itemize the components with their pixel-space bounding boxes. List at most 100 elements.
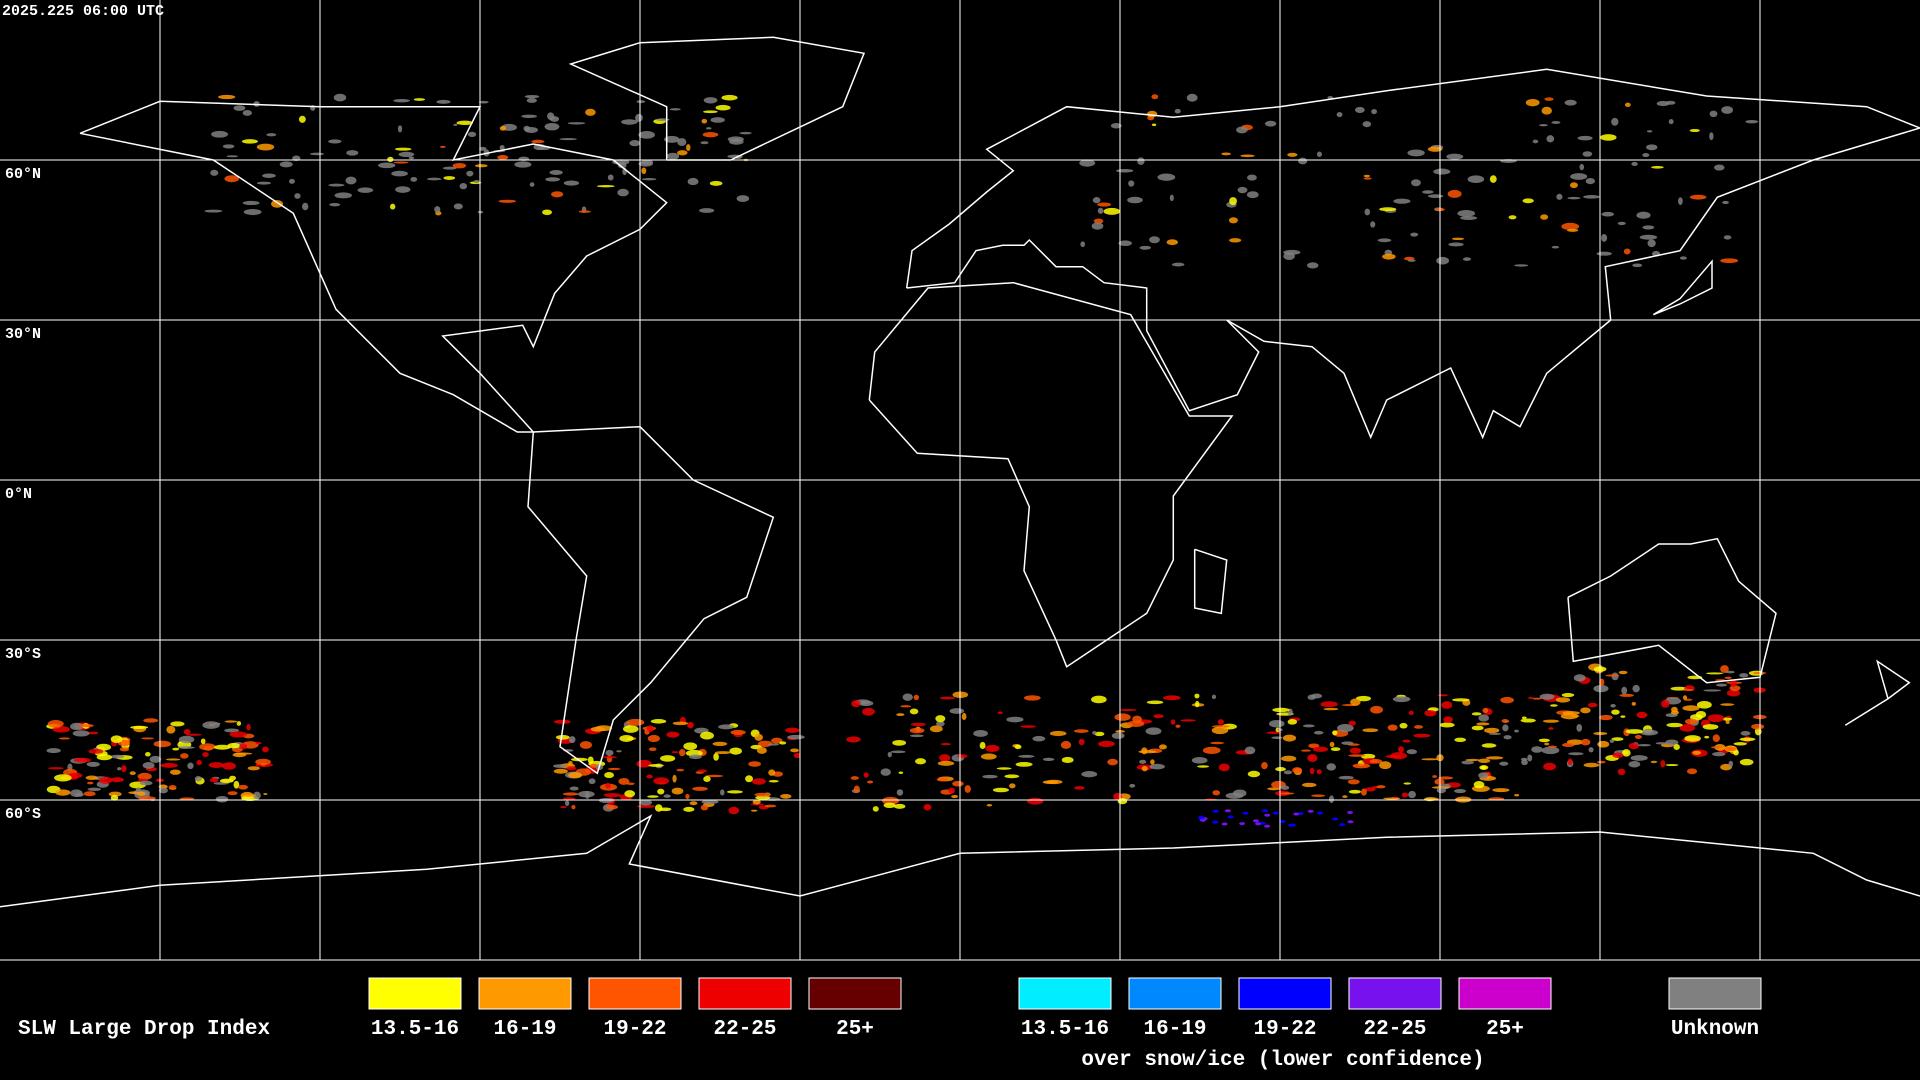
- cloud-speck: [553, 719, 571, 724]
- cloud-speck: [1427, 194, 1444, 198]
- cloud-speck: [1722, 200, 1729, 205]
- cloud-speck: [1684, 735, 1701, 742]
- cloud-speck: [1092, 197, 1101, 204]
- cloud-speck: [1465, 758, 1480, 762]
- cloud-speck: [266, 133, 277, 137]
- cloud-speck: [128, 791, 139, 794]
- ice-speck: [1212, 820, 1219, 824]
- cloud-speck: [1601, 211, 1614, 217]
- cloud-speck: [1541, 746, 1560, 755]
- cloud-speck: [294, 193, 301, 199]
- cloud-speck: [54, 774, 72, 782]
- cloud-speck: [1300, 749, 1312, 752]
- cloud-speck: [222, 144, 235, 149]
- cloud-speck: [1682, 705, 1700, 712]
- ice-speck: [1224, 809, 1231, 813]
- cloud-speck: [1622, 749, 1631, 757]
- cloud-speck: [1485, 756, 1504, 760]
- cloud-speck: [555, 734, 570, 740]
- cloud-speck: [1197, 765, 1210, 768]
- cloud-speck: [658, 807, 672, 812]
- cloud-speck: [768, 779, 779, 783]
- coastline: [868, 281, 1234, 668]
- cloud-speck: [636, 759, 652, 768]
- cloud-speck: [1271, 736, 1283, 740]
- cloud-speck: [617, 161, 627, 169]
- cloud-speck: [705, 774, 724, 778]
- cloud-speck: [1009, 783, 1016, 789]
- cloud-speck: [229, 731, 248, 738]
- cloud-speck: [1725, 670, 1735, 674]
- cloud-speck: [748, 761, 761, 767]
- cloud-speck: [398, 151, 415, 157]
- lat-label: 60°S: [5, 806, 41, 823]
- coastline: [79, 100, 668, 433]
- cloud-speck: [1127, 720, 1145, 727]
- cloud-speck: [1169, 194, 1174, 202]
- cloud-speck: [242, 200, 260, 206]
- cloud-speck: [328, 139, 342, 144]
- cloud-speck: [1098, 740, 1115, 747]
- cloud-speck: [179, 797, 195, 801]
- cloud-speck: [227, 791, 238, 796]
- cloud-speck: [1281, 755, 1297, 762]
- cloud-speck: [1091, 222, 1104, 230]
- cloud-speck: [647, 734, 660, 743]
- cloud-speck: [498, 199, 517, 203]
- cloud-speck: [387, 156, 394, 162]
- cloud-speck: [224, 728, 240, 733]
- cloud-speck: [426, 177, 442, 181]
- cloud-speck: [1666, 722, 1683, 728]
- cloud-speck: [474, 164, 488, 168]
- cloud-speck: [1452, 698, 1470, 702]
- cloud-speck: [393, 98, 411, 103]
- cloud-speck: [1723, 235, 1732, 240]
- cloud-speck: [549, 116, 560, 122]
- cloud-speck: [980, 753, 997, 760]
- cloud-speck: [1360, 788, 1367, 796]
- cloud-speck: [929, 725, 943, 733]
- cloud-speck: [1433, 168, 1451, 175]
- cloud-speck: [187, 762, 194, 770]
- cloud-speck: [236, 721, 242, 726]
- cloud-speck: [768, 769, 776, 776]
- cloud-speck: [1679, 256, 1687, 260]
- cloud-speck: [638, 161, 653, 167]
- cloud-speck: [1642, 153, 1650, 158]
- cloud-speck: [549, 169, 563, 176]
- cloud-speck: [298, 115, 306, 123]
- cloud-speck: [1401, 792, 1409, 798]
- cloud-speck: [130, 725, 149, 729]
- cloud-speck: [653, 777, 670, 785]
- cloud-speck: [1702, 724, 1719, 730]
- cloud-speck: [1544, 97, 1554, 101]
- cloud-speck: [1539, 124, 1548, 127]
- cloud-speck: [391, 170, 408, 177]
- cloud-speck: [87, 781, 94, 785]
- cloud-speck: [1634, 734, 1642, 739]
- legend-swatch: [698, 977, 792, 1010]
- cloud-speck: [121, 765, 127, 773]
- cloud-speck: [1175, 724, 1181, 728]
- cloud-speck: [529, 182, 535, 187]
- cloud-speck: [1432, 775, 1438, 778]
- cloud-speck: [578, 210, 591, 213]
- cloud-speck: [1706, 672, 1724, 675]
- cloud-speck: [1320, 701, 1338, 708]
- cloud-speck: [1451, 237, 1465, 241]
- cloud-speck: [1538, 738, 1550, 743]
- legend-label: 19-22: [603, 1018, 666, 1041]
- ice-speck: [1239, 822, 1246, 826]
- cloud-speck: [1128, 180, 1135, 187]
- cloud-speck: [1119, 708, 1137, 712]
- cloud-speck: [1646, 130, 1653, 133]
- cloud-speck: [390, 203, 396, 210]
- cloud-speck: [1195, 700, 1200, 708]
- cloud-speck: [1228, 217, 1238, 224]
- coastline: [905, 68, 1920, 440]
- cloud-speck: [764, 804, 777, 808]
- cloud-speck: [853, 785, 860, 793]
- cloud-speck: [672, 721, 689, 726]
- ice-speck: [1227, 815, 1234, 819]
